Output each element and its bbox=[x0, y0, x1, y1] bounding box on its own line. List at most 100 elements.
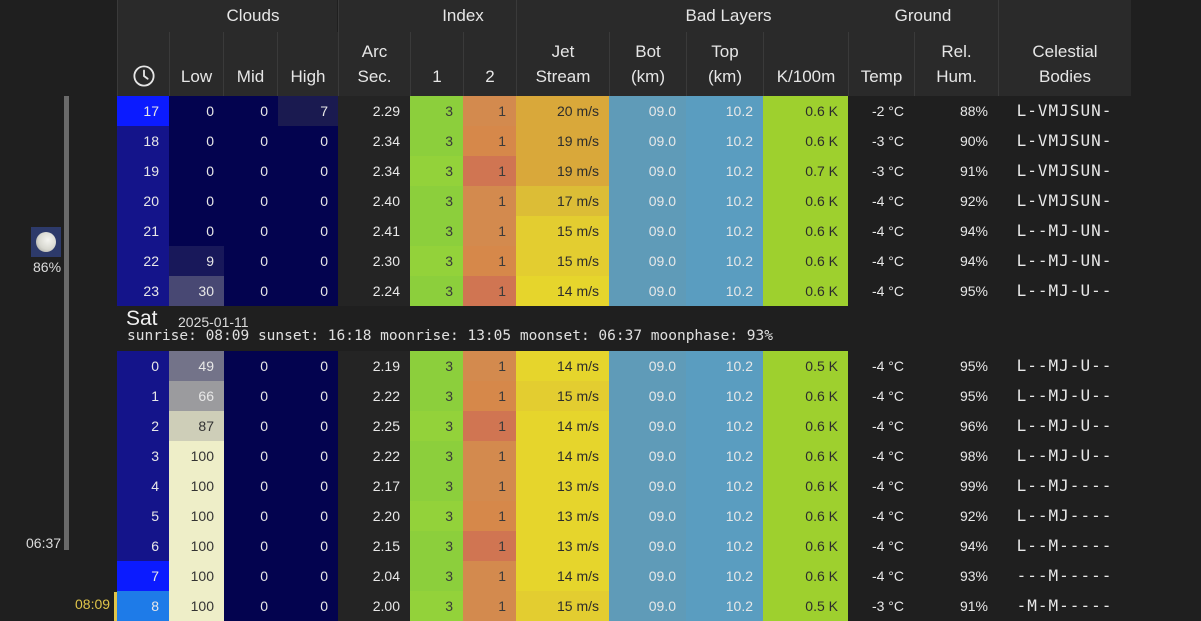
hour-cell: 18 bbox=[117, 126, 169, 156]
arc-seconds-cell: 2.30 bbox=[338, 246, 410, 276]
bad-layer-top-cell: 10.2 bbox=[686, 156, 763, 186]
index1-cell: 3 bbox=[410, 126, 463, 156]
index2-cell: 1 bbox=[463, 411, 516, 441]
index2-cell: 1 bbox=[463, 441, 516, 471]
index1-header[interactable]: 1 bbox=[410, 32, 463, 96]
index1-cell: 3 bbox=[410, 531, 463, 561]
index1-cell: 3 bbox=[410, 276, 463, 306]
temperature-cell: -4 °C bbox=[871, 193, 904, 209]
celestial-bodies-cell: L--MJ---- bbox=[1016, 506, 1113, 525]
high-cloud-cell: 0 bbox=[278, 561, 338, 591]
relative-humidity-header[interactable]: Rel. Hum. bbox=[914, 32, 998, 96]
arc-seconds-cell: 2.15 bbox=[338, 531, 410, 561]
index1-cell: 3 bbox=[410, 561, 463, 591]
mid-cloud-cell: 0 bbox=[224, 591, 278, 621]
arc-seconds-cell: 2.34 bbox=[338, 126, 410, 156]
mid-clouds-header[interactable]: Mid bbox=[223, 32, 277, 96]
arc-seconds-cell: 2.04 bbox=[338, 561, 410, 591]
bad-layer-top-cell: 10.2 bbox=[686, 561, 763, 591]
celestial-bodies-cell: L--M----- bbox=[1016, 536, 1113, 555]
kelvin-per-100m-cell: 0.6 K bbox=[763, 96, 848, 126]
arc-seconds-cell: 2.19 bbox=[338, 351, 410, 381]
kelvin-per-100m-cell: 0.5 K bbox=[763, 351, 848, 381]
high-clouds-header[interactable]: High bbox=[277, 32, 338, 96]
bad-layers-bottom-header[interactable]: Bot (km) bbox=[609, 32, 686, 96]
ground-group-header: Ground bbox=[848, 0, 998, 32]
day-date: 2025-01-11 bbox=[178, 314, 249, 330]
temperature-header[interactable]: Temp bbox=[848, 32, 914, 96]
bad-layer-bottom-cell: 09.0 bbox=[609, 381, 686, 411]
kelvin-per-100m-cell: 0.6 K bbox=[763, 561, 848, 591]
high-cloud-cell: 0 bbox=[278, 126, 338, 156]
index1-cell: 3 bbox=[410, 351, 463, 381]
jet-stream-cell: 15 m/s bbox=[516, 591, 609, 621]
jet-stream-cell: 20 m/s bbox=[516, 96, 609, 126]
low-cloud-cell: 9 bbox=[169, 246, 224, 276]
bad-layer-top-cell: 10.2 bbox=[686, 381, 763, 411]
hour-cell: 1 bbox=[117, 381, 169, 411]
high-cloud-cell: 0 bbox=[278, 441, 338, 471]
high-cloud-cell: 0 bbox=[278, 276, 338, 306]
low-cloud-cell: 87 bbox=[169, 411, 224, 441]
celestial-bodies-cell: L-VMJSUN- bbox=[1016, 191, 1113, 210]
temperature-cell: -4 °C bbox=[871, 448, 904, 464]
arc-seconds-cell: 2.24 bbox=[338, 276, 410, 306]
index2-cell: 1 bbox=[463, 186, 516, 216]
celestial-bodies-header[interactable]: Celestial Bodies bbox=[998, 0, 1131, 96]
jet-stream-cell: 14 m/s bbox=[516, 351, 609, 381]
arc-sec-header[interactable]: Arc Sec. bbox=[338, 0, 410, 96]
jet-stream-cell: 19 m/s bbox=[516, 156, 609, 186]
index-group-header: Index bbox=[410, 0, 516, 32]
index2-header[interactable]: 2 bbox=[463, 32, 516, 96]
bad-layer-bottom-cell: 09.0 bbox=[609, 216, 686, 246]
jet-stream-cell: 13 m/s bbox=[516, 471, 609, 501]
index2-cell: 1 bbox=[463, 351, 516, 381]
kelvin-per-100m-cell: 0.6 K bbox=[763, 501, 848, 531]
mid-cloud-cell: 0 bbox=[224, 501, 278, 531]
kelvin-per-100m-cell: 0.6 K bbox=[763, 126, 848, 156]
low-clouds-header[interactable]: Low bbox=[169, 32, 223, 96]
low-cloud-cell: 0 bbox=[169, 126, 224, 156]
celestial-bodies-cell: L--MJ---- bbox=[1016, 476, 1113, 495]
day-name: Sat bbox=[126, 307, 158, 330]
index2-cell: 1 bbox=[463, 531, 516, 561]
moon-phase-icon bbox=[31, 227, 61, 257]
hour-column-header[interactable] bbox=[117, 0, 169, 96]
jet-stream-header[interactable]: Jet Stream bbox=[516, 0, 609, 96]
jet-stream-cell: 15 m/s bbox=[516, 381, 609, 411]
mid-cloud-cell: 0 bbox=[224, 411, 278, 441]
bad-layer-top-cell: 10.2 bbox=[686, 591, 763, 621]
hour-cell: 8 bbox=[117, 591, 169, 621]
mid-cloud-cell: 0 bbox=[224, 186, 278, 216]
bad-layer-bottom-cell: 09.0 bbox=[609, 471, 686, 501]
high-cloud-cell: 0 bbox=[278, 531, 338, 561]
humidity-cell: 94% bbox=[959, 253, 988, 269]
high-cloud-cell: 0 bbox=[278, 591, 338, 621]
bad-layer-bottom-cell: 09.0 bbox=[609, 276, 686, 306]
low-cloud-cell: 100 bbox=[169, 501, 224, 531]
humidity-cell: 91% bbox=[959, 598, 988, 614]
celestial-bodies-cell: L-VMJSUN- bbox=[1016, 131, 1113, 150]
temperature-cell: -4 °C bbox=[871, 538, 904, 554]
mid-cloud-cell: 0 bbox=[224, 276, 278, 306]
temperature-cell: -4 °C bbox=[871, 223, 904, 239]
mid-cloud-cell: 0 bbox=[224, 156, 278, 186]
kelvin-per-100m-header[interactable]: K/100m bbox=[763, 32, 848, 96]
kelvin-per-100m-cell: 0.7 K bbox=[763, 156, 848, 186]
bad-layer-bottom-cell: 09.0 bbox=[609, 126, 686, 156]
hour-cell: 17 bbox=[117, 96, 169, 126]
bad-layer-bottom-cell: 09.0 bbox=[609, 501, 686, 531]
timeline-scrollbar[interactable] bbox=[64, 96, 69, 550]
jet-stream-cell: 15 m/s bbox=[516, 216, 609, 246]
index2-cell: 1 bbox=[463, 501, 516, 531]
bad-layers-top-header[interactable]: Top (km) bbox=[686, 32, 763, 96]
celestial-bodies-cell: L--MJ-U-- bbox=[1016, 356, 1113, 375]
index2-cell: 1 bbox=[463, 246, 516, 276]
high-cloud-cell: 0 bbox=[278, 381, 338, 411]
bad-layer-top-cell: 10.2 bbox=[686, 96, 763, 126]
humidity-cell: 93% bbox=[959, 568, 988, 584]
bad-layer-bottom-cell: 09.0 bbox=[609, 186, 686, 216]
temperature-cell: -4 °C bbox=[871, 508, 904, 524]
celestial-bodies-cell: -M-M----- bbox=[1016, 596, 1113, 615]
bad-layer-bottom-cell: 09.0 bbox=[609, 351, 686, 381]
